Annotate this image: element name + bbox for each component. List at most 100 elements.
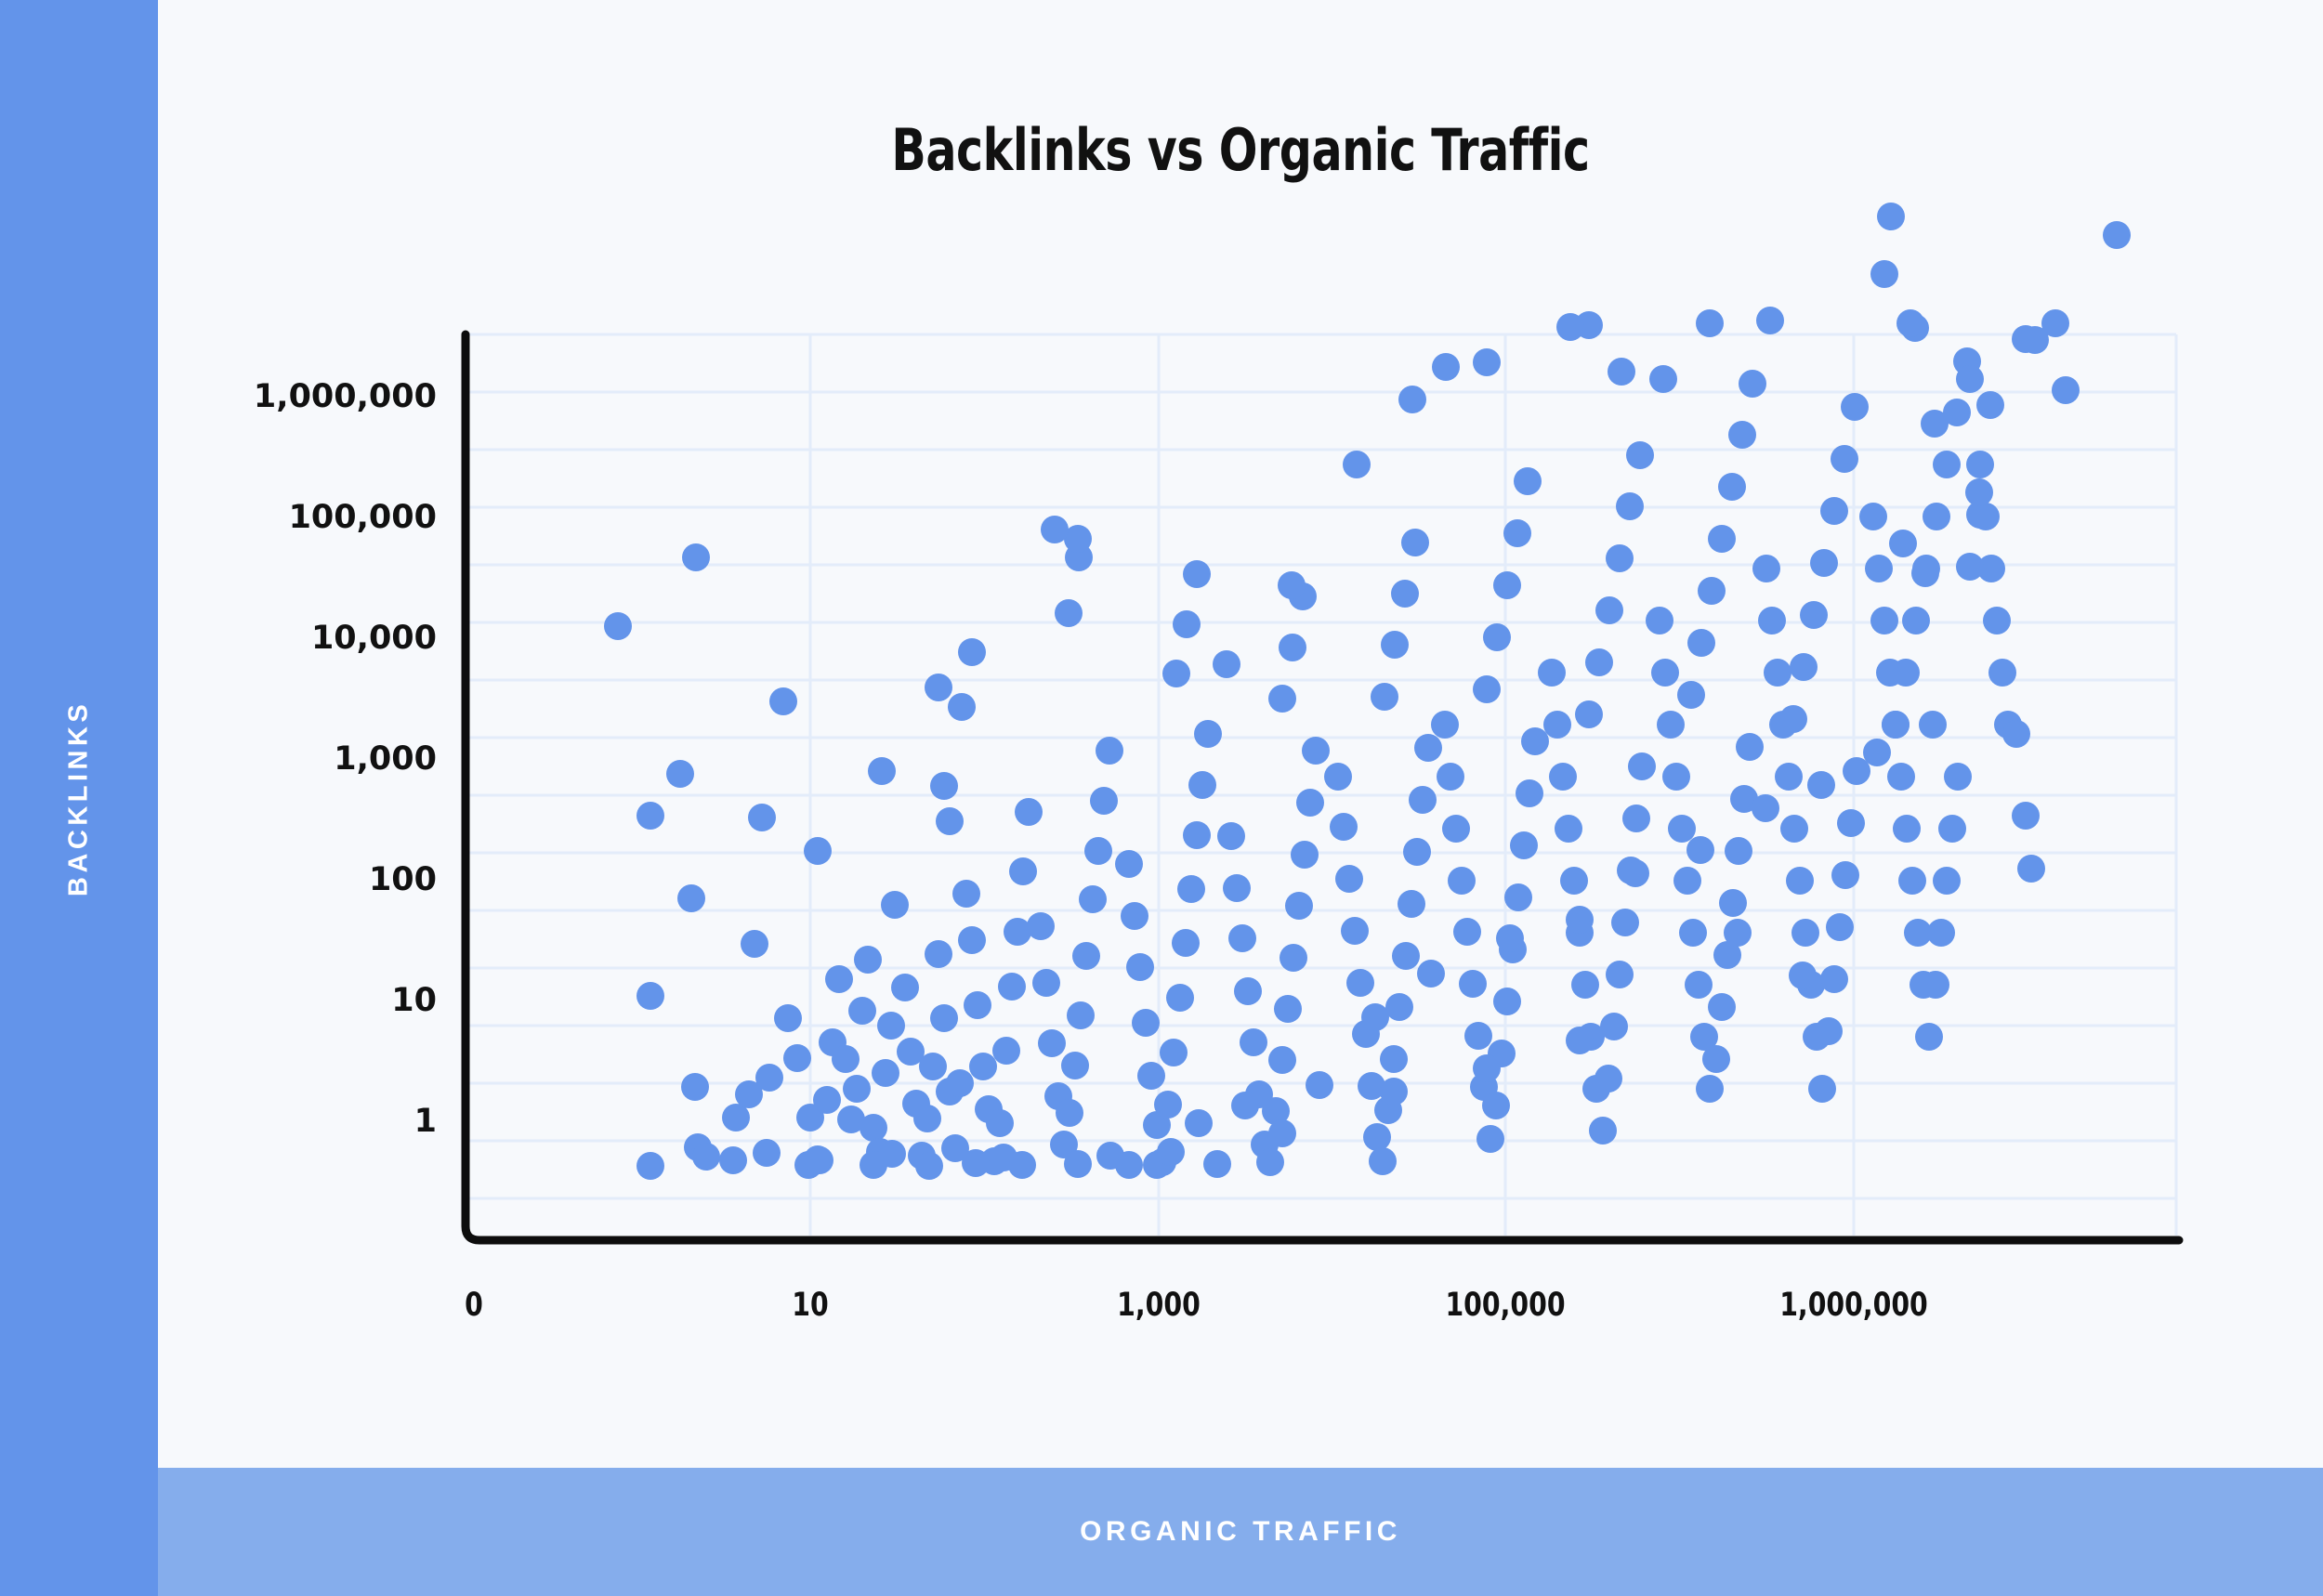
scatter-point bbox=[962, 1149, 990, 1177]
scatter-point bbox=[2041, 309, 2069, 337]
scatter-point bbox=[1398, 386, 1426, 413]
scatter-point bbox=[1606, 544, 1634, 572]
scatter-point bbox=[1943, 399, 1971, 426]
scatter-point bbox=[1966, 451, 1994, 478]
scatter-point bbox=[1646, 607, 1673, 634]
scatter-point bbox=[804, 1145, 832, 1173]
scatter-point bbox=[878, 1140, 906, 1168]
scatter-point bbox=[1203, 1150, 1231, 1178]
scatter-point bbox=[1403, 838, 1431, 866]
scatter-point bbox=[1789, 962, 1817, 989]
scatter-point bbox=[958, 926, 986, 954]
scatter-point bbox=[915, 1152, 943, 1180]
scatter-point bbox=[1157, 1138, 1185, 1166]
scatter-point bbox=[1622, 805, 1650, 832]
scatter-point bbox=[637, 982, 664, 1010]
scatter-point bbox=[1606, 961, 1634, 988]
scatter-point bbox=[1725, 837, 1752, 865]
scatter-point bbox=[1183, 560, 1211, 588]
y-tick-label: 1 bbox=[413, 1103, 437, 1140]
scatter-point bbox=[1923, 503, 1950, 530]
y-tick-label: 1,000 bbox=[334, 740, 437, 778]
scatter-point bbox=[1280, 944, 1307, 972]
y-tick-label: 10 bbox=[391, 982, 437, 1019]
scatter-point bbox=[1713, 941, 1741, 969]
scatter-point bbox=[1690, 1023, 1718, 1051]
scatter-point bbox=[748, 804, 776, 831]
scatter-point bbox=[1915, 1023, 1943, 1051]
scatter-point bbox=[1933, 451, 1961, 478]
scatter-point bbox=[986, 1109, 1014, 1137]
scatter-point bbox=[755, 1064, 783, 1092]
scatter-point bbox=[1566, 906, 1594, 934]
scatter-point bbox=[1483, 623, 1511, 651]
scatter-point bbox=[1758, 607, 1786, 634]
scatter-point bbox=[1346, 969, 1374, 997]
scatter-point bbox=[1392, 942, 1420, 970]
scatter-point bbox=[860, 1114, 887, 1142]
scatter-point bbox=[1863, 739, 1891, 766]
scatter-point bbox=[1736, 733, 1764, 761]
scatter-point bbox=[1503, 519, 1531, 547]
scatter-point bbox=[848, 997, 876, 1025]
scatter-point bbox=[998, 973, 1026, 1001]
scatter-point bbox=[1877, 203, 1905, 230]
scatter-point bbox=[1256, 1148, 1284, 1176]
scatter-point bbox=[1432, 353, 1460, 381]
scatter-point bbox=[1459, 970, 1487, 998]
scatter-point bbox=[1185, 1109, 1213, 1137]
y-axis-rail: BACKLINKS bbox=[0, 0, 158, 1596]
scatter-point bbox=[1278, 571, 1306, 599]
scatter-point bbox=[1409, 786, 1437, 814]
scatter-point bbox=[1651, 659, 1679, 687]
scatter-point bbox=[1038, 1029, 1066, 1057]
scatter-point bbox=[813, 1086, 841, 1114]
gridlines bbox=[466, 333, 2178, 1236]
scatter-point bbox=[1728, 421, 1756, 449]
scatter-point bbox=[1560, 867, 1588, 895]
scatter-point bbox=[1662, 763, 1690, 791]
scatter-point bbox=[868, 757, 896, 785]
scatter-point bbox=[1927, 919, 1955, 947]
scatter-point bbox=[969, 1053, 997, 1080]
scatter-point bbox=[843, 1075, 871, 1103]
scatter-point bbox=[1786, 867, 1814, 895]
scatter-point bbox=[1414, 734, 1442, 762]
scatter-point bbox=[1831, 445, 1858, 473]
scatter-point bbox=[1922, 971, 1949, 999]
scatter-point bbox=[1702, 1045, 1730, 1073]
scatter-point bbox=[1708, 993, 1736, 1021]
scatter-point bbox=[637, 802, 664, 830]
scatter-point bbox=[1448, 867, 1476, 895]
scatter-point bbox=[1752, 555, 1780, 582]
scatter-point bbox=[1041, 516, 1069, 543]
scatter-point bbox=[1575, 700, 1603, 728]
scatter-point bbox=[1380, 1045, 1408, 1073]
scatter-point bbox=[2012, 325, 2040, 353]
scatter-point bbox=[854, 946, 882, 974]
scatter-point bbox=[1775, 763, 1803, 791]
scatter-point bbox=[666, 760, 694, 788]
scatter-point bbox=[1595, 596, 1623, 624]
scatter-point bbox=[1285, 892, 1313, 920]
scatter-point bbox=[1096, 737, 1123, 765]
scatter-point bbox=[1988, 659, 2016, 687]
scatter-point bbox=[1933, 867, 1961, 895]
scatter-point bbox=[1764, 659, 1791, 687]
scatter-point bbox=[1268, 1119, 1296, 1147]
scatter-point bbox=[964, 991, 991, 1019]
scatter-point bbox=[1668, 815, 1696, 843]
scatter-point bbox=[1177, 875, 1205, 903]
y-tick-label: 100,000 bbox=[288, 499, 437, 536]
scatter-point bbox=[1696, 309, 1724, 337]
scatter-point bbox=[1510, 831, 1538, 859]
scatter-point bbox=[1902, 607, 1930, 634]
scatter-point bbox=[1976, 391, 2004, 419]
scatter-point bbox=[1538, 659, 1566, 687]
scatter-point bbox=[1302, 737, 1330, 765]
axis-line-l-shape bbox=[461, 330, 2184, 1245]
x-axis-bar: ORGANIC TRAFFIC bbox=[158, 1468, 2323, 1596]
scatter-point bbox=[719, 1146, 747, 1174]
scatter-point bbox=[1898, 867, 1926, 895]
